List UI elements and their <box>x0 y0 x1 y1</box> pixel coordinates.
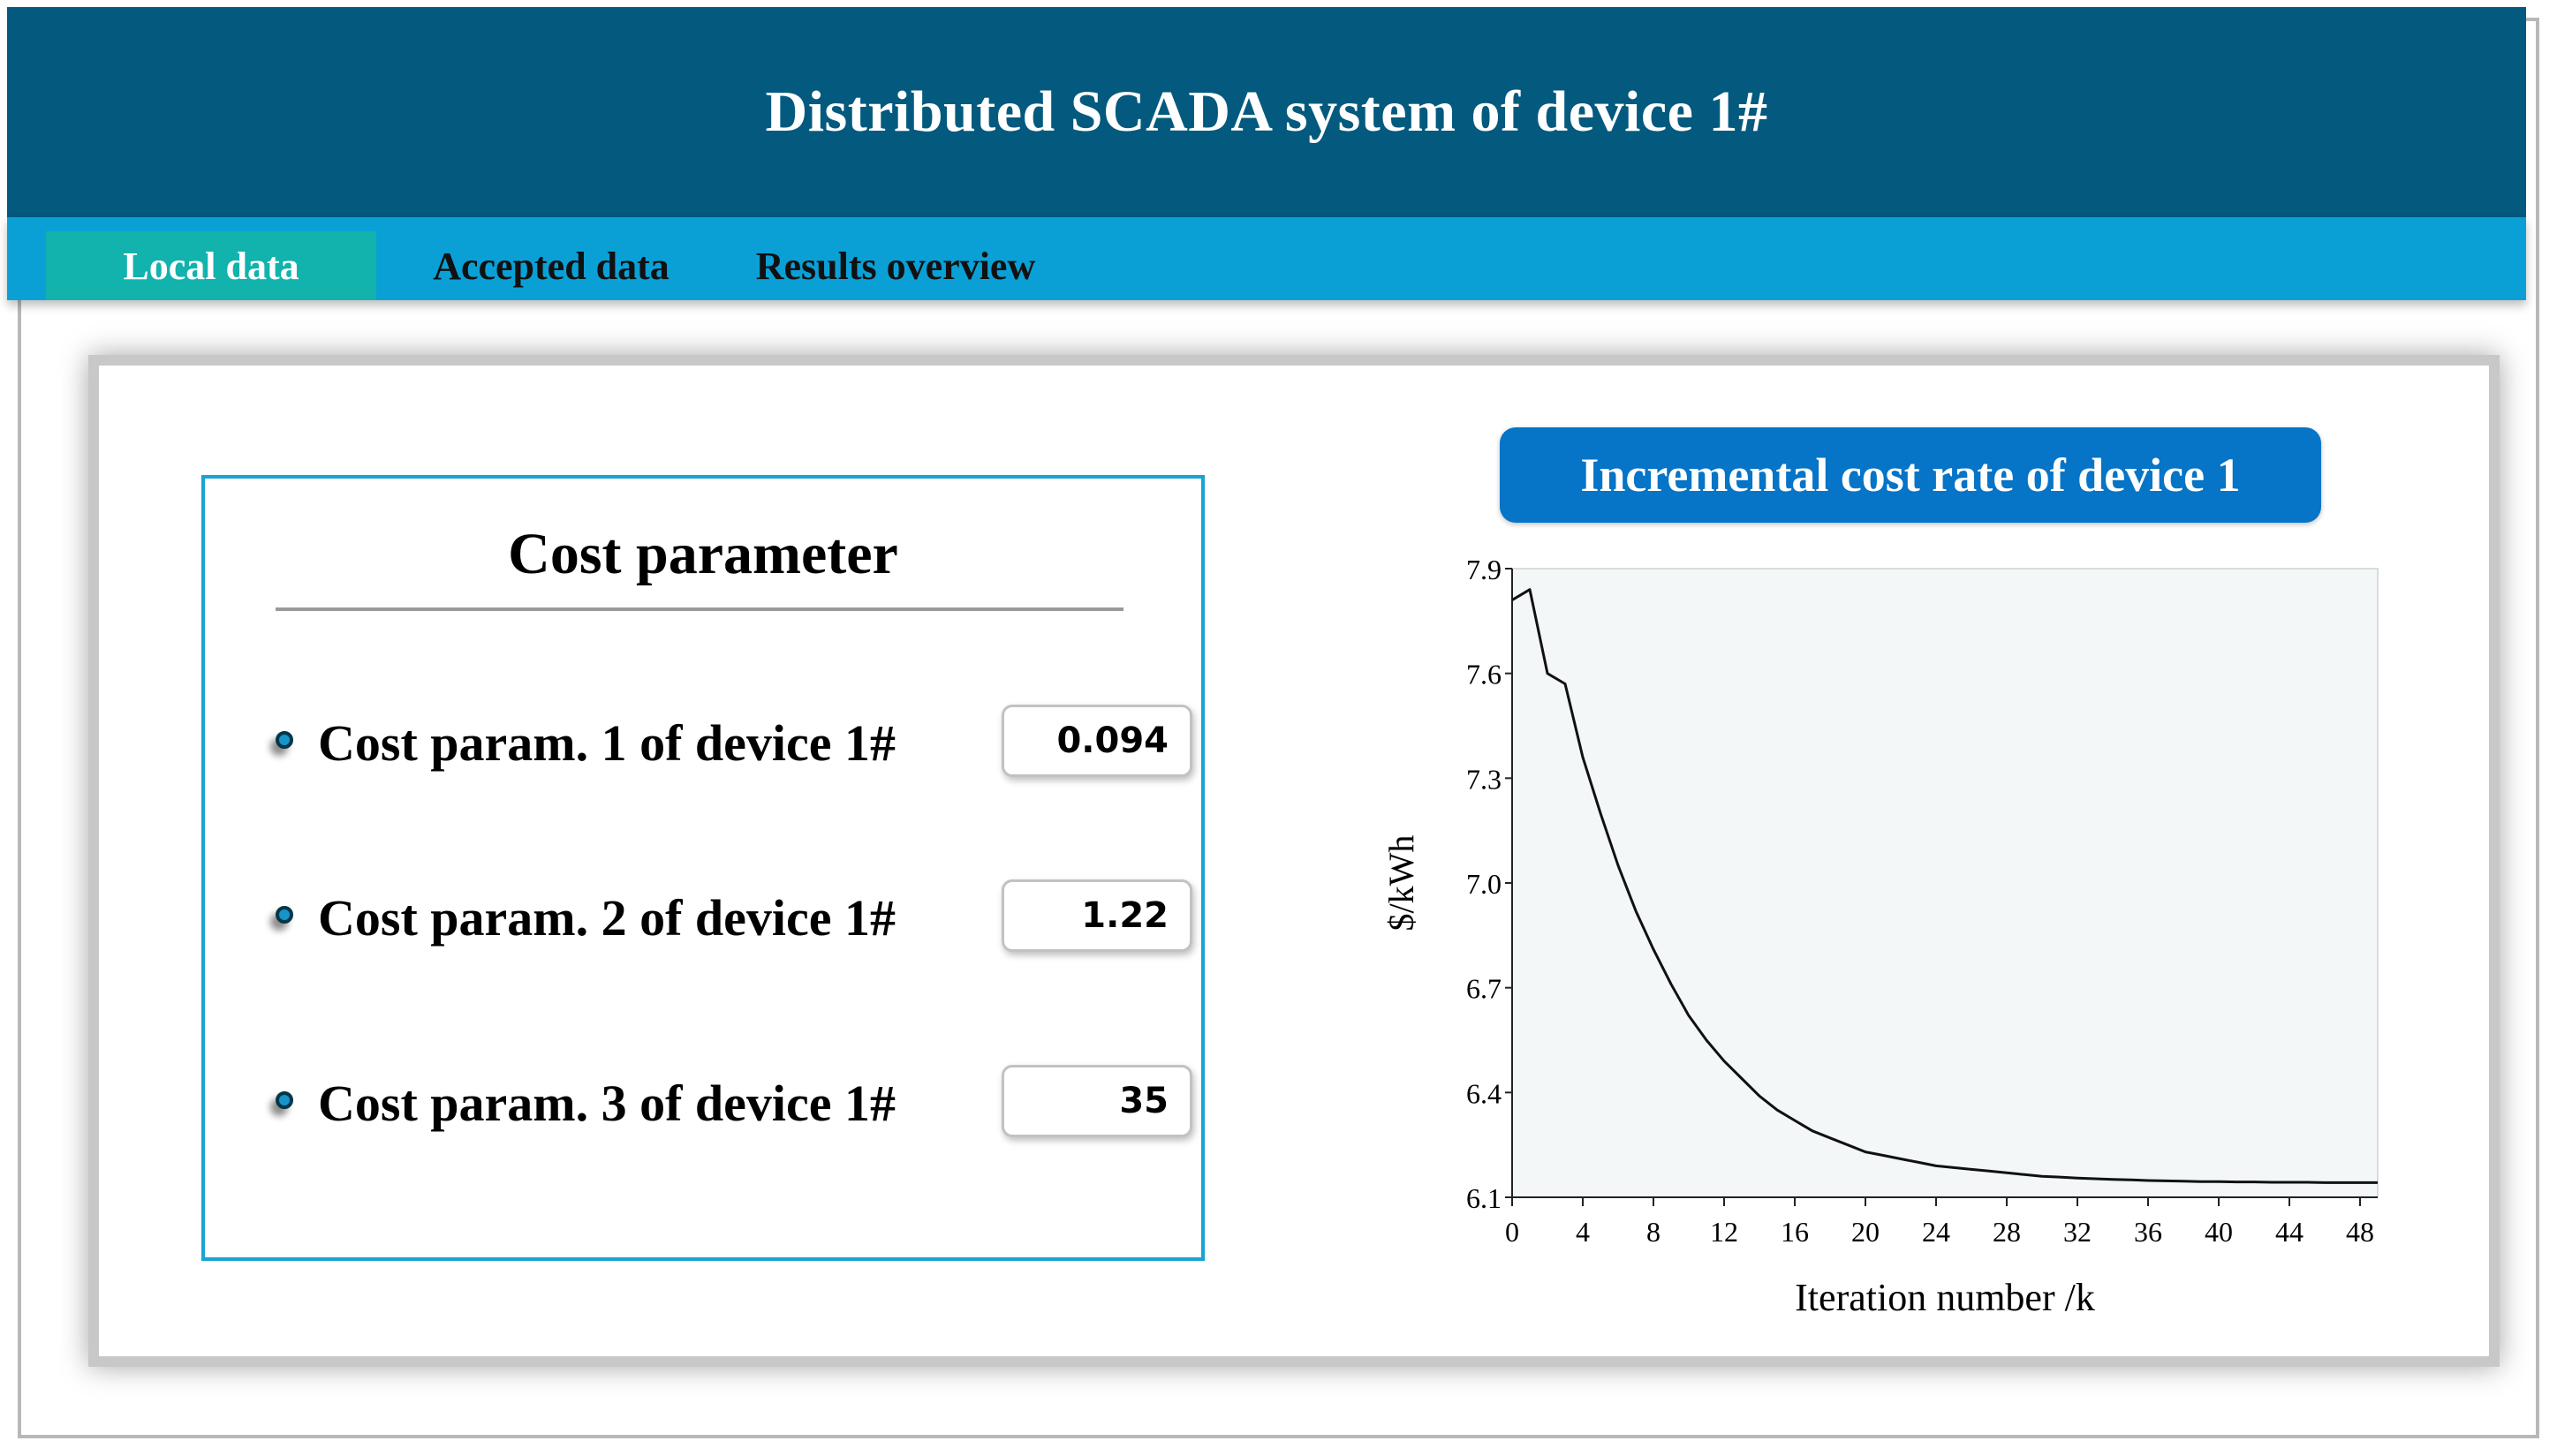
param-label-3: Cost param. 3 of device 1# <box>318 1075 896 1132</box>
y-tick-label: 6.1 <box>1466 1182 1502 1214</box>
x-tick-label: 36 <box>2134 1216 2162 1248</box>
bullet-icon <box>276 906 293 924</box>
page-title: Distributed SCADA system of device 1# <box>765 79 1768 144</box>
y-tick-label: 7.9 <box>1466 554 1502 585</box>
x-tick-label: 48 <box>2346 1216 2374 1248</box>
y-tick-label: 7.0 <box>1466 868 1502 900</box>
y-tick-label: 6.7 <box>1466 973 1502 1005</box>
y-axis-label: $/kWh <box>1381 835 1421 932</box>
param-input-2[interactable] <box>1002 879 1192 952</box>
x-tick-label: 32 <box>2063 1216 2092 1248</box>
cost-parameter-title: Cost parameter <box>508 522 898 586</box>
tab-accepted-data[interactable]: Accepted data <box>433 244 670 288</box>
tab-results-overview[interactable]: Results overview <box>755 244 1036 288</box>
cost-rate-chart: 6.16.46.77.07.37.67.90 4 8 12 16 20 24 28 32 36 40… <box>1381 554 2379 1319</box>
y-tick-label: 6.4 <box>1466 1077 1502 1109</box>
x-tick-label: 20 <box>1851 1216 1880 1248</box>
plot-area <box>1511 568 2379 1198</box>
x-tick-label: 4 <box>1576 1216 1590 1248</box>
param-label-1: Cost param. 1 of device 1# <box>318 714 896 772</box>
x-axis-label: Iteration number /k <box>1795 1276 2095 1319</box>
series-line-1 <box>1511 588 2378 1184</box>
tab-bar: Local data Accepted data Results overvie… <box>7 217 2526 300</box>
y-tick-label: 7.6 <box>1466 659 1502 690</box>
chart-title: Incremental cost rate of device 1 <box>1500 427 2321 523</box>
app-header: Distributed SCADA system of device 1# <box>7 7 2526 217</box>
x-tick-label: 8 <box>1646 1216 1661 1248</box>
x-tick-label: 0 <box>1505 1216 1519 1248</box>
tab-local-data[interactable]: Local data <box>46 231 376 300</box>
x-tick-label: 40 <box>2205 1216 2233 1248</box>
param-row-1: Cost param. 1 of device 1# <box>240 705 1192 784</box>
y-tick-label: 7.3 <box>1466 763 1502 795</box>
param-label-2: Cost param. 2 of device 1# <box>318 889 896 947</box>
bullet-icon <box>276 731 293 749</box>
bullet-icon <box>276 1091 293 1109</box>
x-tick-label: 44 <box>2275 1216 2304 1248</box>
x-tick-label: 28 <box>1993 1216 2021 1248</box>
x-tick-label: 16 <box>1781 1216 1809 1248</box>
param-row-3: Cost param. 3 of device 1# <box>240 1065 1192 1144</box>
divider <box>276 607 1123 611</box>
x-tick-label: 12 <box>1710 1216 1738 1248</box>
param-row-2: Cost param. 2 of device 1# <box>240 879 1192 959</box>
cost-parameter-card: Cost parameter Cost param. 1 of device 1… <box>201 475 1205 1261</box>
param-input-1[interactable] <box>1002 705 1192 777</box>
x-tick-label: 24 <box>1922 1216 1950 1248</box>
param-input-3[interactable] <box>1002 1065 1192 1137</box>
